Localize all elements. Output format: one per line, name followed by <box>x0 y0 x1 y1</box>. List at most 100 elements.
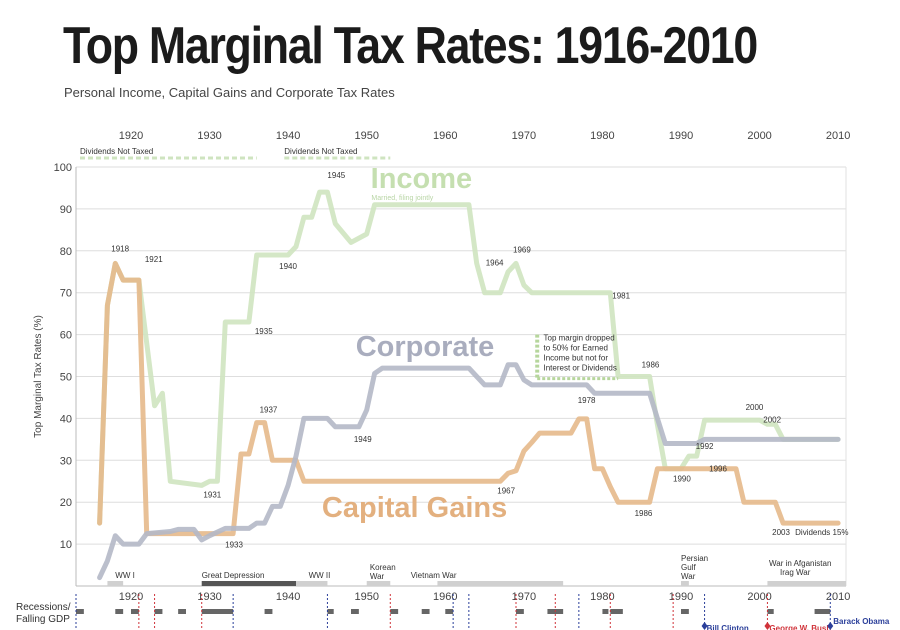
recession-bar <box>421 609 430 614</box>
president-marker-icon <box>701 622 708 630</box>
point-annotation: 1964 <box>486 258 504 267</box>
x-tick-label-top: 1940 <box>276 130 300 142</box>
event-label-afghan-war: War in Afganistan <box>769 559 831 568</box>
recessions-label: Recessions/ <box>16 602 71 613</box>
event-bar <box>296 581 328 586</box>
x-tick-label-bottom: 1970 <box>512 591 536 603</box>
x-tick-label-top: 1970 <box>512 130 536 142</box>
chart-subtitle: Personal Income, Capital Gains and Corpo… <box>64 85 395 100</box>
y-tick-label: 30 <box>60 455 72 467</box>
recession-bar <box>516 609 524 614</box>
point-annotation: 2002 <box>763 415 781 424</box>
y-tick-label: 60 <box>60 330 72 342</box>
point-annotation: 1945 <box>327 171 345 180</box>
series-label-capital-gains: Capital Gains <box>322 492 507 524</box>
y-axis-label: Top Marginal Tax Rates (%) <box>33 315 44 438</box>
event-bar <box>201 581 296 586</box>
point-annotation: 1986 <box>635 509 653 518</box>
note-text-line: Top margin dropped <box>544 333 615 342</box>
recession-bar <box>767 609 774 614</box>
recession-bar <box>610 609 623 614</box>
point-annotation: 1937 <box>260 406 278 415</box>
x-tick-label-top: 1960 <box>433 130 457 142</box>
note-text-line: to 50% for Earned <box>544 343 608 352</box>
point-annotation: 1981 <box>612 292 630 301</box>
recession-bar <box>264 609 273 614</box>
x-tick-label-bottom: 1990 <box>669 591 693 603</box>
president-marker-icon <box>827 622 834 630</box>
note-text-line: Interest or Dividends <box>544 363 617 372</box>
recession-bar <box>390 609 399 614</box>
series-label-income: Income <box>371 163 473 195</box>
y-tick-label: 50 <box>60 372 72 384</box>
series-sublabel-income: Married, filing jointly <box>371 195 433 202</box>
point-annotation: 1949 <box>354 435 372 444</box>
point-annotation: 1992 <box>696 442 714 451</box>
point-annotation: 1967 <box>497 486 515 495</box>
event-label-gulf-war: Persian <box>681 554 708 563</box>
point-annotation: 1935 <box>255 327 273 336</box>
x-tick-label-bottom: 1920 <box>119 591 143 603</box>
president-label: George W. Bush <box>769 624 831 630</box>
recession-bar <box>445 609 454 614</box>
event-label-korean-war: War <box>370 572 385 581</box>
event-bar <box>437 581 564 586</box>
recession-bar <box>115 609 124 614</box>
event-label-afghan-war: Irag War <box>780 568 811 577</box>
point-annotation: 1986 <box>642 361 660 370</box>
event-bar <box>366 581 391 586</box>
recession-bar <box>178 609 186 614</box>
x-tick-label-top: 1950 <box>354 130 378 142</box>
president-label: Bill Clinton <box>707 624 749 630</box>
note-text-line: Income but not for <box>544 353 609 362</box>
x-tick-label-bottom: 2010 <box>826 591 850 603</box>
recession-bar <box>201 609 234 614</box>
x-tick-label-bottom: 1930 <box>197 591 221 603</box>
point-annotation: 2003 <box>772 528 790 537</box>
x-tick-label-bottom: 2000 <box>747 591 771 603</box>
point-annotation: 1990 <box>673 475 691 484</box>
y-tick-label: 10 <box>60 539 72 551</box>
recession-bar <box>76 609 84 614</box>
point-annotation: 1933 <box>225 541 243 550</box>
recession-bar <box>351 609 359 614</box>
series-label-corporate: Corporate <box>356 331 495 363</box>
point-annotation: 1940 <box>279 262 297 271</box>
recession-bar <box>602 609 609 614</box>
president-label: Barack Obama <box>833 617 890 626</box>
event-label-gulf-war: War <box>681 572 696 581</box>
point-annotation: 1996 <box>709 465 727 474</box>
dividends-not-taxed-label: Dividends Not Taxed <box>284 147 357 156</box>
event-bar <box>767 581 846 586</box>
x-tick-label-top: 1990 <box>669 130 693 142</box>
recession-bar <box>681 609 689 614</box>
x-tick-label-top: 1930 <box>197 130 221 142</box>
recession-bar <box>131 609 139 614</box>
x-tick-label-top: 2010 <box>826 130 850 142</box>
y-tick-label: 20 <box>60 497 72 509</box>
point-annotation: 1921 <box>145 255 163 264</box>
event-label-ww1: WW I <box>115 571 135 580</box>
event-bar <box>681 581 689 586</box>
y-tick-label: 100 <box>54 162 72 174</box>
x-tick-label-top: 2000 <box>747 130 771 142</box>
y-tick-label: 80 <box>60 246 72 258</box>
x-tick-label-bottom: 1950 <box>354 591 378 603</box>
recession-bar <box>154 609 163 614</box>
chart-title: Top Marginal Tax Rates: 1916-2010 <box>63 17 758 75</box>
point-annotation: 1931 <box>203 490 221 499</box>
event-bar <box>107 581 124 586</box>
x-tick-label-top: 1920 <box>119 130 143 142</box>
recessions-label: Falling GDP <box>16 614 70 625</box>
y-tick-label: 70 <box>60 288 72 300</box>
series-line-corporate <box>97 362 841 581</box>
series-line-capital-gains <box>97 260 841 537</box>
point-annotation: 1918 <box>111 244 129 253</box>
x-tick-label-bottom: 1940 <box>276 591 300 603</box>
x-tick-label-bottom: 1960 <box>433 591 457 603</box>
y-tick-label: 90 <box>60 204 72 216</box>
dividends-not-taxed-label: Dividends Not Taxed <box>80 147 153 156</box>
x-tick-label-top: 1980 <box>590 130 614 142</box>
event-label-ww2: WW II <box>309 571 331 580</box>
point-annotation: 2000 <box>746 403 764 412</box>
